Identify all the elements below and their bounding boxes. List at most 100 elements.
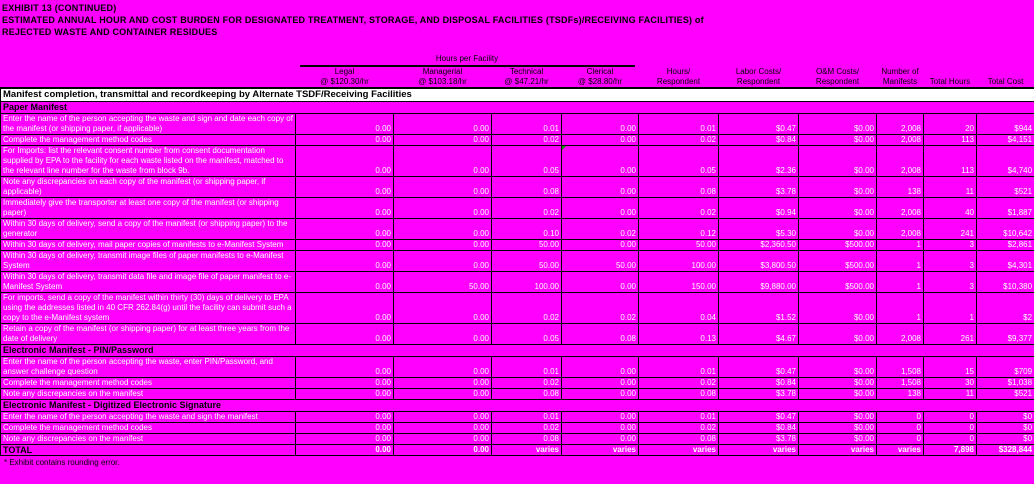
cell-value[interactable]: 0.00: [295, 377, 394, 389]
cell-value[interactable]: 3: [923, 250, 977, 272]
cell-value[interactable]: 0.00: [295, 388, 394, 400]
cell-value[interactable]: 0.02: [561, 292, 639, 324]
cell-value[interactable]: $4,151: [975, 134, 1034, 146]
cell-value[interactable]: 0.01: [638, 356, 719, 378]
cell-value[interactable]: $521: [975, 388, 1034, 400]
cell-value[interactable]: 0.02: [638, 377, 719, 389]
cell-value[interactable]: $3.78: [718, 433, 799, 445]
cell-value[interactable]: 0.02: [638, 422, 719, 434]
cell-value[interactable]: 0.00: [393, 239, 492, 251]
cell-value[interactable]: $521: [975, 176, 1034, 198]
cell-value[interactable]: 0.00: [295, 250, 394, 272]
cell-value[interactable]: 100.00: [491, 271, 562, 293]
row-label[interactable]: Enter the name of the person accepting t…: [0, 356, 296, 378]
cell-value[interactable]: 0.08: [491, 433, 562, 445]
cell-value[interactable]: 1,508: [876, 377, 924, 389]
cell-value[interactable]: 0.02: [491, 197, 562, 219]
cell-value-with-comment-marker[interactable]: 0.00: [561, 145, 639, 177]
cell-value[interactable]: 0.02: [491, 377, 562, 389]
cell-value[interactable]: $9,880.00: [718, 271, 799, 293]
cell-value[interactable]: $0.00: [798, 433, 877, 445]
cell-value[interactable]: 0.00: [561, 271, 639, 293]
cell-value[interactable]: 0: [876, 433, 924, 445]
row-label[interactable]: Within 30 days of delivery, mail paper c…: [0, 239, 296, 251]
cell-value[interactable]: 0.00: [393, 113, 492, 135]
row-label[interactable]: Retain a copy of the manifest (or shippi…: [0, 323, 296, 345]
cell-value[interactable]: $500.00: [798, 239, 877, 251]
row-label[interactable]: Enter the name of the person accepting t…: [0, 411, 296, 423]
cell-value[interactable]: 0.00: [393, 388, 492, 400]
cell-value[interactable]: 0.01: [491, 113, 562, 135]
cell-value[interactable]: 0.00: [295, 356, 394, 378]
cell-value[interactable]: 0.00: [561, 134, 639, 146]
cell-value[interactable]: $1.52: [718, 292, 799, 324]
cell-value[interactable]: $0.00: [798, 411, 877, 423]
cell-value[interactable]: 0.00: [561, 113, 639, 135]
row-label[interactable]: Complete the management method codes: [0, 377, 296, 389]
cell-value[interactable]: 0.00: [295, 239, 394, 251]
cell-value[interactable]: 15: [923, 356, 977, 378]
cell-value[interactable]: 0.00: [393, 134, 492, 146]
cell-value[interactable]: $0.94: [718, 197, 799, 219]
cell-value[interactable]: 0.00: [393, 377, 492, 389]
cell-value[interactable]: 0.08: [491, 176, 562, 198]
cell-value[interactable]: 0.00: [561, 388, 639, 400]
cell-value[interactable]: $4,740: [975, 145, 1034, 177]
cell-value[interactable]: 241: [923, 218, 977, 240]
cell-value[interactable]: $0.84: [718, 422, 799, 434]
cell-value[interactable]: 150.00: [638, 271, 719, 293]
row-label[interactable]: Within 30 days of delivery, send a copy …: [0, 218, 296, 240]
cell-value[interactable]: 100.00: [638, 250, 719, 272]
row-label[interactable]: Within 30 days of delivery, transmit ima…: [0, 250, 296, 272]
cell-value[interactable]: 0.00: [295, 176, 394, 198]
cell-value[interactable]: 1: [876, 250, 924, 272]
row-label[interactable]: Complete the management method codes: [0, 134, 296, 146]
cell-value[interactable]: $0.00: [798, 323, 877, 345]
cell-value[interactable]: 0.00: [295, 134, 394, 146]
total-value[interactable]: varies: [798, 444, 877, 456]
cell-value[interactable]: 0.01: [638, 411, 719, 423]
cell-value[interactable]: 0.08: [491, 388, 562, 400]
cell-value[interactable]: 0.00: [393, 176, 492, 198]
total-value[interactable]: varies: [561, 444, 639, 456]
total-value[interactable]: 7,898: [923, 444, 977, 456]
cell-value[interactable]: 1,508: [876, 356, 924, 378]
cell-value[interactable]: $0.47: [718, 356, 799, 378]
cell-value[interactable]: 0.00: [393, 411, 492, 423]
cell-value[interactable]: 0.00: [393, 197, 492, 219]
cell-value[interactable]: 2,008: [876, 145, 924, 177]
cell-value[interactable]: $1,038: [975, 377, 1034, 389]
cell-value[interactable]: $0.84: [718, 377, 799, 389]
cell-value[interactable]: $3,800.50: [718, 250, 799, 272]
cell-value[interactable]: $0: [975, 433, 1034, 445]
cell-value[interactable]: 0.01: [491, 411, 562, 423]
section-title[interactable]: Electronic Manifest - PIN/Password: [0, 344, 1034, 357]
cell-value[interactable]: 0.10: [491, 218, 562, 240]
cell-value[interactable]: 0.00: [295, 145, 394, 177]
cell-value[interactable]: 0.05: [638, 145, 719, 177]
cell-value[interactable]: $0.00: [798, 113, 877, 135]
cell-value[interactable]: 40: [923, 197, 977, 219]
cell-value[interactable]: $0.00: [798, 377, 877, 389]
cell-value[interactable]: 0.00: [295, 433, 394, 445]
cell-value[interactable]: $2: [975, 292, 1034, 324]
cell-value[interactable]: 0.00: [393, 250, 492, 272]
row-label[interactable]: Within 30 days of delivery, transmit dat…: [0, 271, 296, 293]
cell-value[interactable]: 0.00: [295, 218, 394, 240]
cell-value[interactable]: $10,642: [975, 218, 1034, 240]
cell-value[interactable]: 0.00: [393, 218, 492, 240]
section-title[interactable]: Electronic Manifest - Digitized Electron…: [0, 399, 1034, 412]
cell-value[interactable]: $0.00: [798, 292, 877, 324]
cell-value[interactable]: 0.00: [295, 411, 394, 423]
row-label[interactable]: Complete the management method codes: [0, 422, 296, 434]
cell-value[interactable]: 0.01: [638, 113, 719, 135]
cell-value[interactable]: 0.00: [393, 356, 492, 378]
cell-value[interactable]: 0.00: [393, 422, 492, 434]
cell-value[interactable]: 0.00: [561, 197, 639, 219]
cell-value[interactable]: 0.02: [491, 134, 562, 146]
cell-value[interactable]: $4.67: [718, 323, 799, 345]
cell-value[interactable]: 11: [923, 176, 977, 198]
total-value[interactable]: varies: [638, 444, 719, 456]
cell-value[interactable]: 0.02: [561, 218, 639, 240]
cell-value[interactable]: $0.00: [798, 134, 877, 146]
